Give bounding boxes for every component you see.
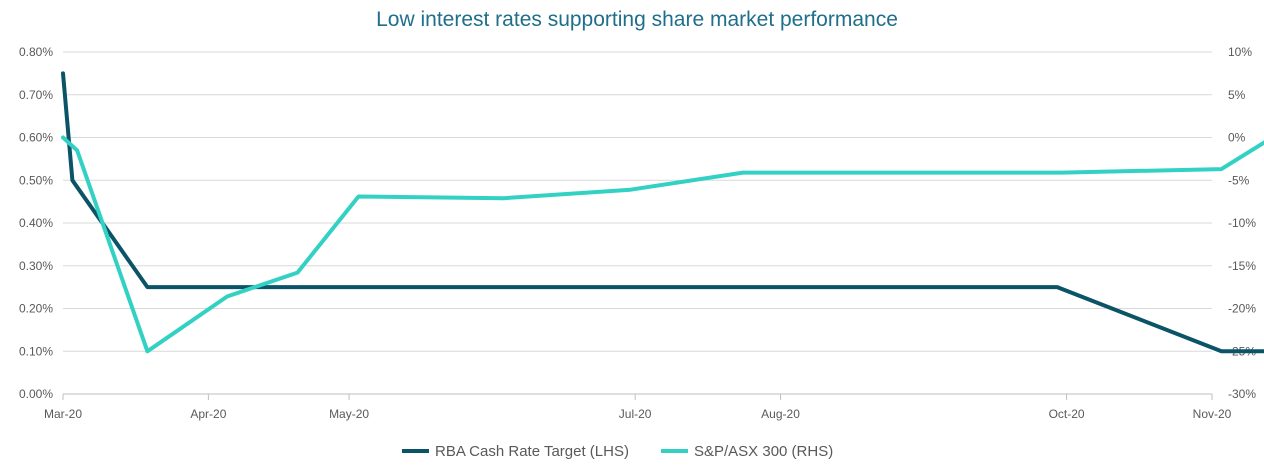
- x-tick-label: Mar-20: [44, 407, 82, 421]
- x-tick-label: Apr-20: [190, 407, 226, 421]
- x-tick-label: May-20: [329, 407, 369, 421]
- legend-label: S&P/ASX 300 (RHS): [694, 443, 833, 460]
- axes: 0.00% 0.10% 0.20% 0.30% 0.40% 0.50% 0.60% 0.70%…: [19, 45, 1256, 421]
- y-left-tick-label: 0.10%: [19, 344, 53, 358]
- y-left-tick-label: 0.20%: [19, 302, 53, 316]
- y-left-tick-label: 0.30%: [19, 259, 53, 273]
- gridlines: [63, 51, 1212, 352]
- x-tick-label: Oct-20: [1049, 407, 1085, 421]
- chart-title: Low interest rates supporting share mark…: [376, 8, 898, 31]
- y-right-tick-label: -20%: [1228, 302, 1256, 316]
- y-right-tick-label: -10%: [1228, 216, 1256, 230]
- y-left-tick-label: 0.70%: [19, 88, 53, 102]
- y-left-tick-label: 0.60%: [19, 131, 53, 145]
- x-tick-label: Aug-20: [761, 407, 800, 421]
- y-left-tick-label: 0.40%: [19, 216, 53, 230]
- x-tick-label: Nov-20: [1193, 407, 1232, 421]
- y-left-tick-label: 0.80%: [19, 45, 53, 59]
- series-line-1: [61, 71, 1264, 354]
- y-right-tick-label: -5%: [1228, 173, 1250, 187]
- y-left-tick-label: 0.50%: [19, 173, 53, 187]
- legend-label: RBA Cash Rate Target (LHS): [435, 443, 629, 460]
- y-left-tick-label: 0.00%: [19, 387, 53, 401]
- y-right-tick-label: 0%: [1228, 131, 1246, 145]
- legend: RBA Cash Rate Target (LHS) S&P/ASX 300 (R…: [402, 443, 833, 460]
- y-right-tick-label: 10%: [1228, 45, 1252, 59]
- y-right-tick-label: 5%: [1228, 88, 1246, 102]
- series: [61, 71, 1264, 354]
- series-line-2: [61, 135, 1264, 354]
- y-right-tick-label: -15%: [1228, 259, 1256, 273]
- x-tick-label: Jul-20: [619, 407, 652, 421]
- y-right-tick-label: -30%: [1228, 387, 1256, 401]
